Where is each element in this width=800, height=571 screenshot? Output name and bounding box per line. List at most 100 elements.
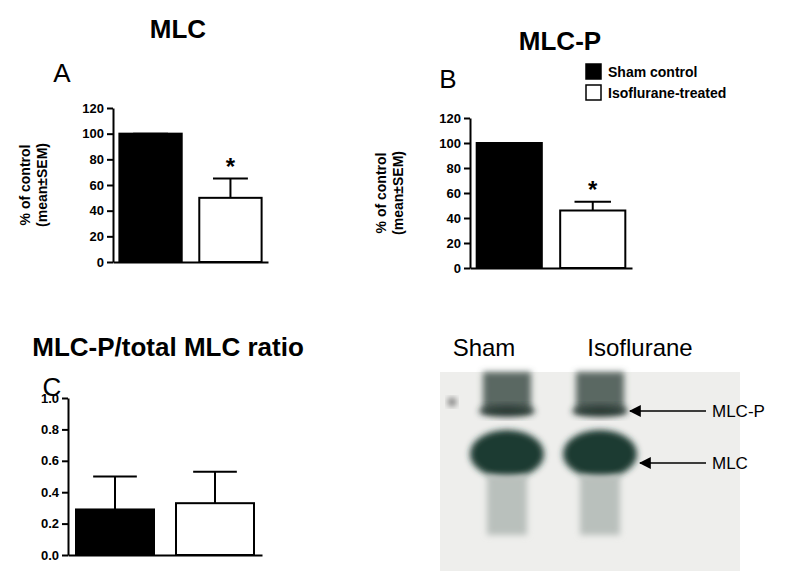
y-tick-mark bbox=[464, 118, 470, 120]
error-bar bbox=[213, 179, 248, 198]
band-arrow bbox=[630, 410, 706, 412]
error-bar-stem bbox=[592, 202, 594, 211]
y-tick-mark bbox=[107, 133, 113, 135]
chart-title: MLC bbox=[150, 14, 207, 44]
y-tick: 40 bbox=[447, 211, 470, 226]
y-tick-label: 80 bbox=[447, 161, 461, 176]
y-axis: 0.0 0.2 0.4 0.6 0.8 1.0 bbox=[41, 391, 69, 563]
y-tick: 0.0 bbox=[41, 548, 68, 563]
y-tick: 80 bbox=[447, 161, 470, 176]
y-tick: 0 bbox=[454, 261, 470, 276]
error-bar bbox=[193, 472, 237, 503]
y-tick-mark bbox=[62, 398, 68, 400]
y-tick-mark bbox=[464, 243, 470, 245]
y-tick-label: 1.0 bbox=[41, 391, 59, 406]
panel-letter: B bbox=[439, 64, 456, 94]
y-tick: 20 bbox=[90, 229, 113, 244]
y-tick: 40 bbox=[90, 203, 113, 218]
y-tick: 0.8 bbox=[41, 422, 68, 437]
lane-label: Sham bbox=[453, 334, 516, 361]
error-bar-stem bbox=[229, 179, 231, 198]
blot-background bbox=[440, 372, 740, 571]
y-tick-label: 40 bbox=[447, 211, 461, 226]
y-tick: 100 bbox=[439, 136, 470, 151]
y-tick-mark bbox=[107, 210, 113, 212]
y-tick: 0.6 bbox=[41, 453, 68, 468]
y-tick-label: 40 bbox=[90, 203, 104, 218]
legend-swatch bbox=[586, 85, 601, 100]
bar bbox=[560, 211, 625, 269]
y-tick-mark bbox=[62, 460, 68, 462]
band-label: MLC-P bbox=[712, 402, 765, 421]
y-tick-label: 20 bbox=[90, 229, 104, 244]
y-tick-label: 0.8 bbox=[41, 422, 59, 437]
blot-spot bbox=[448, 398, 456, 406]
error-bar-cap bbox=[193, 471, 237, 473]
error-bar bbox=[491, 143, 527, 144]
bar bbox=[176, 503, 254, 555]
y-tick-mark bbox=[62, 555, 68, 557]
error-bar-cap bbox=[93, 476, 137, 478]
figure: MLCA% of control(mean±SEM)02040608010012… bbox=[0, 0, 800, 571]
bar bbox=[477, 143, 542, 268]
y-tick-label: 120 bbox=[439, 111, 461, 126]
y-tick: 20 bbox=[447, 236, 470, 251]
band-label: MLC bbox=[712, 454, 748, 473]
y-tick-label: 0.4 bbox=[41, 485, 60, 500]
y-tick: 60 bbox=[90, 178, 113, 193]
western-blot: Sham Isoflurane MLC-P MLC bbox=[440, 334, 765, 571]
y-tick: 60 bbox=[447, 186, 470, 201]
blot-band bbox=[470, 430, 544, 478]
y-tick-mark bbox=[107, 185, 113, 187]
y-tick-mark bbox=[62, 523, 68, 525]
y-tick-mark bbox=[107, 236, 113, 238]
bar bbox=[119, 134, 181, 262]
error-bar bbox=[93, 477, 137, 510]
plot-marks bbox=[119, 134, 261, 262]
y-tick: 100 bbox=[82, 126, 113, 141]
lane-label: Isoflurane bbox=[587, 334, 692, 361]
legend: Sham controlIsoflurane-treated bbox=[586, 64, 726, 101]
y-tick-label: 0.6 bbox=[41, 453, 59, 468]
y-tick-label: 20 bbox=[447, 236, 461, 251]
y-tick: 1.0 bbox=[41, 391, 68, 406]
y-tick-label: 0.0 bbox=[41, 548, 59, 563]
error-bar-cap bbox=[491, 142, 527, 144]
blot-band bbox=[479, 405, 535, 417]
significance-marker: * bbox=[588, 176, 598, 203]
significance-marker: * bbox=[226, 153, 236, 180]
blot-band bbox=[572, 405, 628, 417]
y-tick-mark bbox=[107, 108, 113, 110]
plot-marks bbox=[477, 143, 626, 268]
y-tick: 80 bbox=[90, 152, 113, 167]
legend-swatch bbox=[586, 64, 601, 79]
chart-panel: MLCA% of control(mean±SEM)02040608010012… bbox=[17, 14, 269, 270]
blot-smear bbox=[487, 475, 527, 535]
y-tick-label: 80 bbox=[90, 152, 104, 167]
error-bar bbox=[133, 133, 168, 134]
y-tick-label: 0 bbox=[454, 261, 461, 276]
y-tick-label: 0.2 bbox=[41, 516, 59, 531]
y-tick-mark bbox=[464, 218, 470, 220]
y-tick-label: 0 bbox=[97, 255, 104, 270]
bar bbox=[76, 509, 154, 555]
y-axis: 0 20 40 60 80 100 120 bbox=[439, 111, 470, 276]
error-bar-cap bbox=[133, 133, 168, 135]
error-bar-stem bbox=[114, 477, 116, 510]
y-tick-mark bbox=[464, 193, 470, 195]
legend-label: Isoflurane-treated bbox=[608, 85, 726, 101]
panel-letter: A bbox=[53, 58, 71, 88]
y-tick-label: 100 bbox=[439, 136, 461, 151]
error-bar bbox=[575, 202, 611, 211]
blot-band bbox=[563, 430, 637, 478]
error-bar-stem bbox=[214, 472, 216, 503]
chart-panel: MLC-P B % of control(mean±SEM) 0 20 40 60 80 100… bbox=[373, 26, 726, 276]
y-axis-title: % of control bbox=[373, 153, 389, 234]
y-tick: 0 bbox=[97, 255, 113, 270]
y-tick-mark bbox=[464, 168, 470, 170]
y-axis-title: (mean±SEM) bbox=[390, 151, 406, 235]
chart-title: MLC-P bbox=[519, 26, 601, 56]
bar bbox=[199, 198, 261, 262]
y-tick: 120 bbox=[439, 111, 470, 126]
y-axis-title: % of control bbox=[17, 145, 33, 226]
